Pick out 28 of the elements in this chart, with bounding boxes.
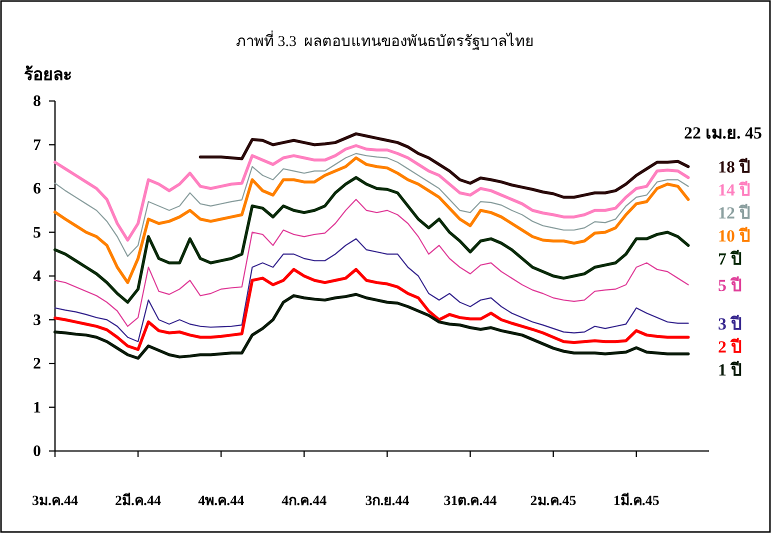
xtick: 1มี.ค.45 [613,494,660,509]
ytick: 5 [33,224,41,242]
xtick: 3ม.ค.44 [32,494,78,509]
ytick: 4 [33,268,41,285]
xtick: 4พ.ค.44 [198,494,244,509]
ytick: 0 [33,443,41,460]
ytick: 7 [33,136,41,154]
ytick: 6 [33,180,41,198]
series-label: 3 ปี [718,314,742,334]
ylabel: ร้อยละ [24,65,72,84]
ytick: 3 [33,312,41,329]
xtick: 2ม.ค.45 [530,494,576,509]
ytick: 1 [33,399,41,416]
series-label: 7 ปี [718,250,742,269]
series-label: 10 ปี [718,226,750,246]
series-label: 1 ปี [718,360,742,380]
xtick: 31ต.ค.44 [444,494,497,509]
annotation: 22 เม.ย. 45 [684,124,762,143]
ytick: 8 [33,93,41,110]
series-label: 18 ปี [718,158,750,177]
series-label: 14 ปี [718,180,750,200]
xtick: 2มี.ค.44 [115,494,162,509]
xtick: 3ก.ย.44 [365,494,410,509]
xtick: 4ก.ค.44 [282,494,327,509]
ytick: 2 [33,356,41,372]
series-label: 5 ปี [718,276,742,295]
series-label: 12 ปี [718,204,750,223]
series-label: 2 ปี [718,337,742,356]
